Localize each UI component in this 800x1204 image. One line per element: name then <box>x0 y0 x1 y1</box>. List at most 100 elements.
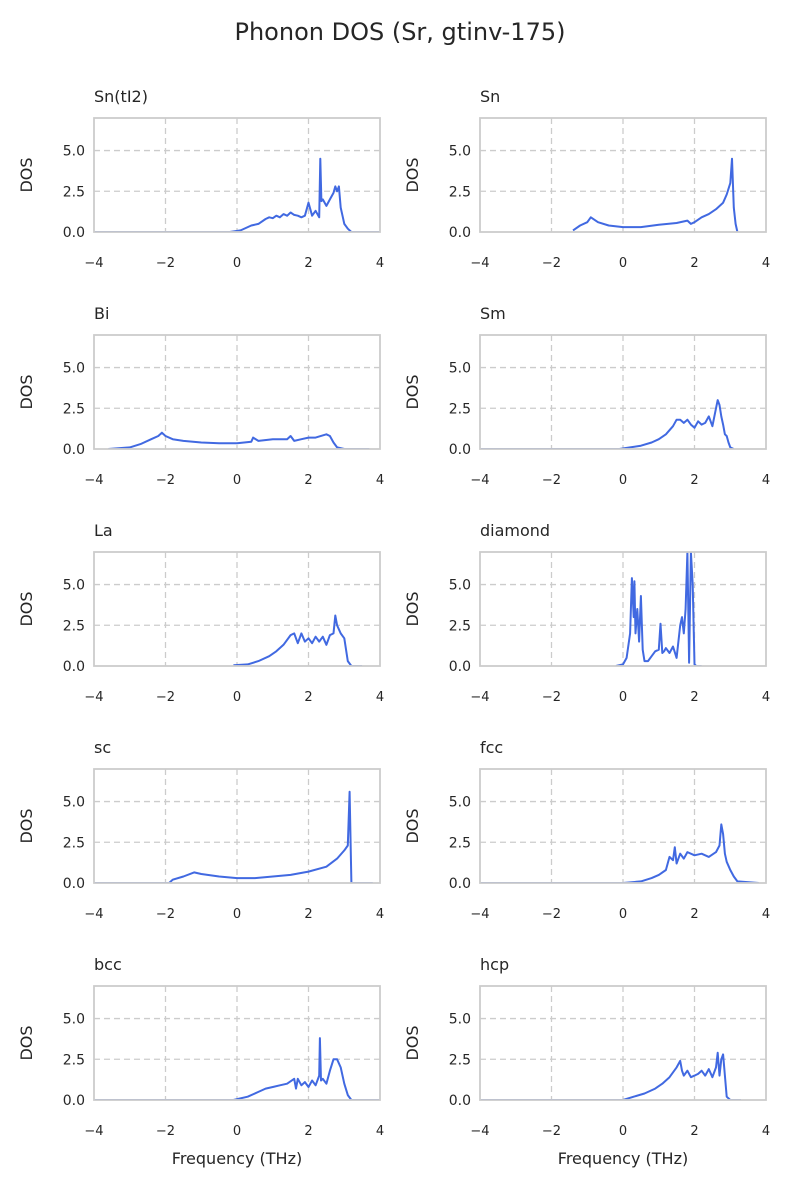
x-tick-label: 2 <box>304 256 312 271</box>
y-axis-label: DOS <box>17 591 36 626</box>
x-axis-label: Frequency (THz) <box>172 1149 302 1168</box>
x-tick-label: 0 <box>619 907 627 922</box>
x-tick-label: 2 <box>690 473 698 488</box>
dos-line-sm <box>480 399 735 449</box>
y-axis-label: DOS <box>403 591 422 626</box>
subplot-hcp: −4 −2 0 2 4 0.0 2.5 5.0 hcp DOS Frequency (THz) <box>403 955 770 1168</box>
y-tick-label: 2.5 <box>63 835 85 851</box>
x-tick-label: 4 <box>762 1124 770 1139</box>
subplot-title: bcc <box>94 955 122 974</box>
y-tick-label: 0.0 <box>449 659 471 675</box>
y-tick-label: 2.5 <box>449 1052 471 1068</box>
y-tick-label: 2.5 <box>63 1052 85 1068</box>
x-tick-label: −4 <box>84 473 103 488</box>
y-tick-label: 0.0 <box>63 1093 85 1109</box>
subplot-title: fcc <box>480 738 503 757</box>
dos-line-sn-ti2 <box>94 157 380 232</box>
x-tick-label: 4 <box>762 256 770 271</box>
plot-frame <box>93 551 381 667</box>
plot-frame <box>93 117 381 233</box>
y-axis-label: DOS <box>403 1025 422 1060</box>
x-tick-label: −4 <box>470 907 489 922</box>
y-tick-label: 5.0 <box>63 795 85 811</box>
y-axis-label: DOS <box>17 1025 36 1060</box>
x-tick-label: 0 <box>619 1124 627 1139</box>
y-tick-label: 2.5 <box>63 618 85 634</box>
x-tick-label: −4 <box>470 473 489 488</box>
dos-line-la <box>233 614 363 666</box>
x-tick-label: −2 <box>542 473 561 488</box>
plot-frame <box>479 334 767 450</box>
subplot-diamond: −4 −2 0 2 4 0.0 2.5 5.0 diamond DOS <box>403 521 770 705</box>
y-axis-label: DOS <box>17 374 36 409</box>
y-tick-label: 5.0 <box>449 578 471 594</box>
subplot-title: Sn(tI2) <box>94 87 148 106</box>
figure-title: Phonon DOS (Sr, gtinv-175) <box>234 18 566 46</box>
y-tick-label: 5.0 <box>63 144 85 160</box>
x-tick-label: −4 <box>470 256 489 271</box>
dos-line-sn <box>572 157 739 232</box>
y-tick-label: 2.5 <box>63 184 85 200</box>
x-tick-label: −2 <box>156 473 175 488</box>
x-tick-label: 0 <box>619 473 627 488</box>
x-tick-label: 0 <box>619 256 627 271</box>
y-tick-label: 2.5 <box>449 835 471 851</box>
x-tick-label: 2 <box>690 690 698 705</box>
subplot-bi: −4 −2 0 2 4 0.0 2.5 5.0 Bi DOS <box>17 304 384 488</box>
x-tick-label: −4 <box>470 1124 489 1139</box>
x-tick-label: 2 <box>690 1124 698 1139</box>
x-tick-label: 0 <box>233 473 241 488</box>
y-tick-label: 0.0 <box>63 876 85 892</box>
x-tick-label: 0 <box>233 690 241 705</box>
x-tick-label: −2 <box>156 1124 175 1139</box>
subplot-bcc: −4 −2 0 2 4 0.0 2.5 5.0 bcc DOS Frequency (THz) <box>17 955 384 1168</box>
plot-frame <box>93 334 381 450</box>
y-tick-label: 2.5 <box>449 401 471 417</box>
subplot-title: Bi <box>94 304 109 323</box>
subplot-sn-ti2: −4 −2 0 2 4 0.0 2.5 5.0 Sn(tI2) DOS <box>17 87 384 271</box>
y-tick-label: 2.5 <box>63 401 85 417</box>
x-tick-label: −4 <box>84 1124 103 1139</box>
x-tick-label: −2 <box>542 256 561 271</box>
x-tick-label: −2 <box>156 256 175 271</box>
x-tick-label: 0 <box>233 1124 241 1139</box>
x-tick-label: 0 <box>233 907 241 922</box>
x-tick-label: 0 <box>619 690 627 705</box>
dos-line-fcc <box>480 823 759 883</box>
x-tick-label: 4 <box>376 690 384 705</box>
y-tick-label: 0.0 <box>449 1093 471 1109</box>
y-tick-label: 5.0 <box>449 1012 471 1028</box>
x-tick-label: 2 <box>304 1124 312 1139</box>
y-tick-label: 5.0 <box>63 1012 85 1028</box>
y-tick-label: 2.5 <box>449 184 471 200</box>
subplot-sm: −4 −2 0 2 4 0.0 2.5 5.0 Sm DOS <box>403 304 770 488</box>
y-tick-label: 0.0 <box>63 659 85 675</box>
x-tick-label: −2 <box>542 1124 561 1139</box>
plot-frame <box>93 768 381 884</box>
x-tick-label: 0 <box>233 256 241 271</box>
y-tick-label: 5.0 <box>63 578 85 594</box>
x-tick-label: 4 <box>376 256 384 271</box>
y-tick-label: 0.0 <box>449 442 471 458</box>
subplot-title: Sm <box>480 304 506 323</box>
subplot-title: Sn <box>480 87 500 106</box>
x-tick-label: 2 <box>690 907 698 922</box>
y-tick-label: 5.0 <box>63 361 85 377</box>
y-axis-label: DOS <box>403 374 422 409</box>
y-tick-label: 0.0 <box>449 876 471 892</box>
plot-frame <box>479 985 767 1101</box>
y-tick-label: 5.0 <box>449 144 471 160</box>
x-axis-label: Frequency (THz) <box>558 1149 688 1168</box>
x-tick-label: 4 <box>762 907 770 922</box>
y-tick-label: 0.0 <box>63 225 85 241</box>
plot-frame <box>479 551 767 667</box>
x-tick-label: −4 <box>470 690 489 705</box>
x-tick-label: −2 <box>542 690 561 705</box>
subplot-title: sc <box>94 738 111 757</box>
x-tick-label: 2 <box>304 473 312 488</box>
x-tick-label: 4 <box>762 473 770 488</box>
plot-frame <box>479 768 767 884</box>
x-tick-label: 2 <box>690 256 698 271</box>
dos-line-sc <box>94 790 373 883</box>
